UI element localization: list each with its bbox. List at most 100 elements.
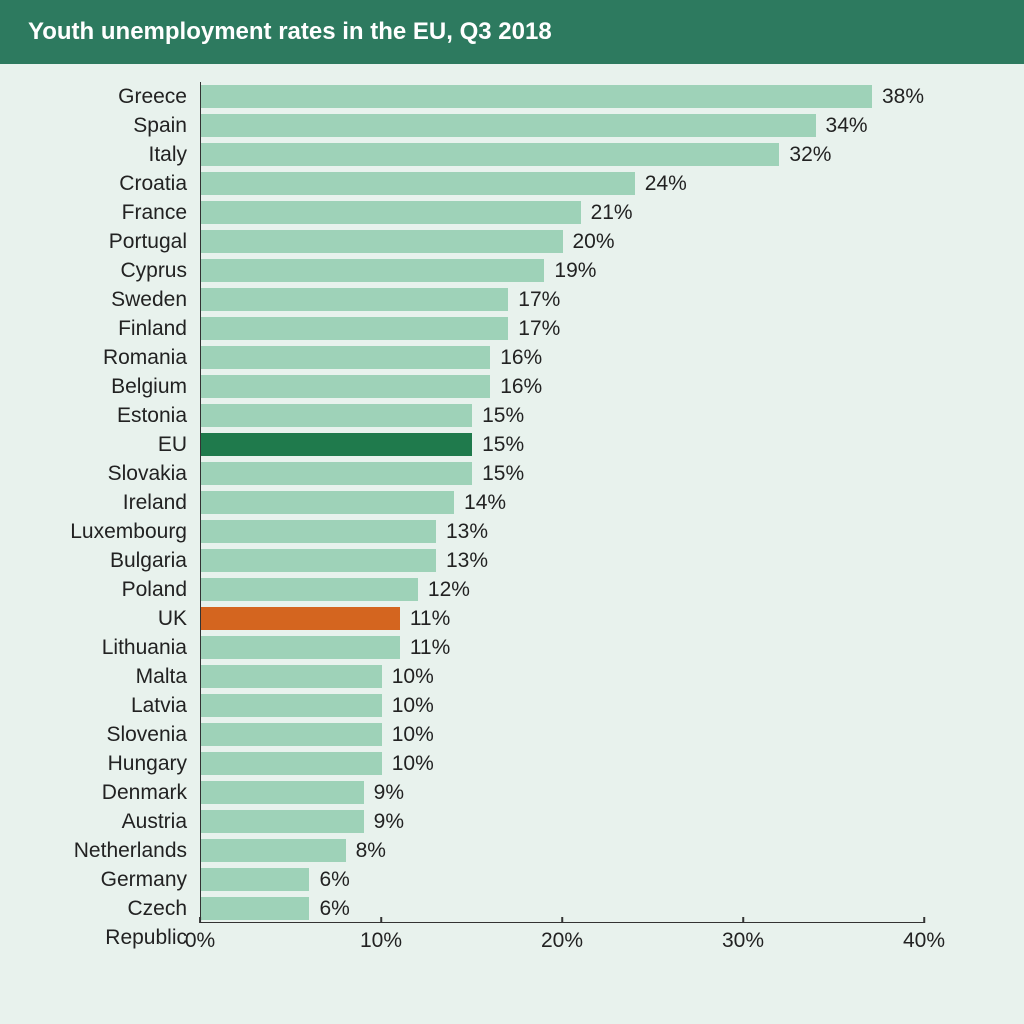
x-tick-label: 40% <box>903 929 945 953</box>
x-axis-tick: 30% <box>722 923 764 953</box>
bar-row: 10% <box>201 720 924 749</box>
bar <box>201 172 635 195</box>
bar-label: Germany <box>40 865 195 894</box>
bar-row: 10% <box>201 662 924 691</box>
bar-value: 9% <box>374 810 404 834</box>
bars-region: 38%34%32%24%21%20%19%17%17%16%16%15%15%1… <box>200 82 924 923</box>
x-tick-mark <box>742 917 744 923</box>
bar-row: 13% <box>201 517 924 546</box>
bar-row: 10% <box>201 749 924 778</box>
bar-row: 21% <box>201 198 924 227</box>
bar-label: Ireland <box>40 488 195 517</box>
bar-row: 12% <box>201 575 924 604</box>
bar <box>201 143 779 166</box>
bar <box>201 85 872 108</box>
bar-label: Finland <box>40 314 195 343</box>
bar-value: 16% <box>500 346 542 370</box>
bar <box>201 375 490 398</box>
bar <box>201 201 581 224</box>
bar-label: Lithuania <box>40 633 195 662</box>
bar <box>201 810 364 833</box>
bar <box>201 462 472 485</box>
bar <box>201 317 508 340</box>
x-tick-mark <box>923 917 925 923</box>
bar-row: 11% <box>201 604 924 633</box>
bar-row: 24% <box>201 169 924 198</box>
bar-label: Estonia <box>40 401 195 430</box>
bar <box>201 665 382 688</box>
bar-value: 10% <box>392 665 434 689</box>
bar <box>201 897 309 920</box>
bar <box>201 404 472 427</box>
bar-value: 14% <box>464 491 506 515</box>
bar-value: 12% <box>428 578 470 602</box>
bar-label: Italy <box>40 140 195 169</box>
bar-row: 20% <box>201 227 924 256</box>
bar <box>201 694 382 717</box>
bar <box>201 491 454 514</box>
bar-row: 38% <box>201 82 924 111</box>
bar-label: Slovakia <box>40 459 195 488</box>
bar <box>201 520 436 543</box>
bar-label: Netherlands <box>40 836 195 865</box>
bar-value: 11% <box>410 607 450 631</box>
x-tick-mark <box>199 917 201 923</box>
bar <box>201 839 346 862</box>
chart-title: Youth unemployment rates in the EU, Q3 2… <box>0 0 1024 64</box>
bar-value: 10% <box>392 723 434 747</box>
bar-value: 38% <box>882 85 924 109</box>
bar-value: 8% <box>356 839 386 863</box>
bar-row: 34% <box>201 111 924 140</box>
x-tick-label: 20% <box>541 929 583 953</box>
bar-row: 32% <box>201 140 924 169</box>
x-axis-tick: 40% <box>903 923 945 953</box>
bar-label: Denmark <box>40 778 195 807</box>
plot-area: GreeceSpainItalyCroatiaFrancePortugalCyp… <box>40 82 984 962</box>
bar <box>201 868 309 891</box>
bar-value: 16% <box>500 375 542 399</box>
bar-label: Luxembourg <box>40 517 195 546</box>
bar-label: Austria <box>40 807 195 836</box>
bar-label: Malta <box>40 662 195 691</box>
bar <box>201 781 364 804</box>
bar-value: 17% <box>518 317 560 341</box>
bar-label: Poland <box>40 575 195 604</box>
bar-label: Sweden <box>40 285 195 314</box>
bar <box>201 346 490 369</box>
x-tick-label: 10% <box>360 929 402 953</box>
bar-value: 6% <box>319 897 349 921</box>
bar <box>201 230 563 253</box>
bar-value: 32% <box>789 143 831 167</box>
x-tick-label: 30% <box>722 929 764 953</box>
bar-value: 15% <box>482 433 524 457</box>
bar-label: Spain <box>40 111 195 140</box>
bar-label: Romania <box>40 343 195 372</box>
bar-row: 10% <box>201 691 924 720</box>
x-axis-tick: 0% <box>185 923 215 953</box>
bar-row: 9% <box>201 778 924 807</box>
bar-row: 16% <box>201 343 924 372</box>
bar-row: 16% <box>201 372 924 401</box>
bar-value: 17% <box>518 288 560 312</box>
bar <box>201 607 400 630</box>
bar-value: 6% <box>319 868 349 892</box>
bar-value: 10% <box>392 752 434 776</box>
bar <box>201 433 472 456</box>
bar-value: 15% <box>482 404 524 428</box>
x-tick-label: 0% <box>185 929 215 953</box>
bar-value: 10% <box>392 694 434 718</box>
bar-row: 9% <box>201 807 924 836</box>
bar-label: Greece <box>40 82 195 111</box>
bar-label: Hungary <box>40 749 195 778</box>
bar-row: 15% <box>201 459 924 488</box>
bar <box>201 259 544 282</box>
bar-value: 13% <box>446 520 488 544</box>
bar-value: 13% <box>446 549 488 573</box>
bar-label: Czech Republic <box>40 894 195 923</box>
bar-label: Portugal <box>40 227 195 256</box>
bar-value: 24% <box>645 172 687 196</box>
bar <box>201 752 382 775</box>
bar-value: 20% <box>573 230 615 254</box>
bar-row: 19% <box>201 256 924 285</box>
bar-label: Croatia <box>40 169 195 198</box>
